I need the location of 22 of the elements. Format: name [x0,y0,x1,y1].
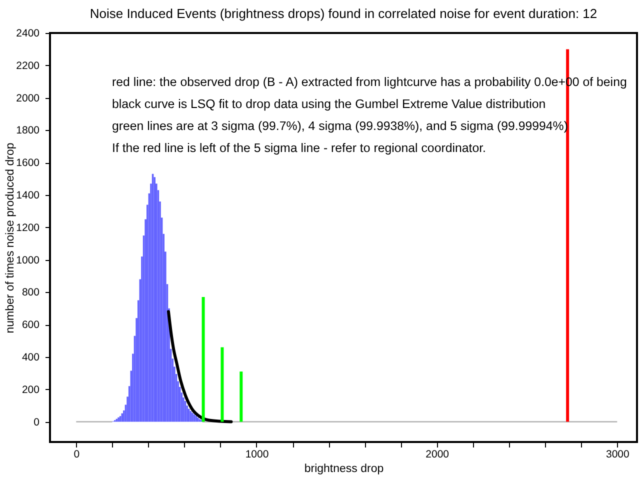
y-tick-label: 0 [34,416,40,428]
chart-title: Noise Induced Events (brightness drops) found in correlated noise for event duration: 12 [90,6,598,21]
y-tick-label: 2400 [16,28,40,40]
y-tick-label: 600 [22,319,40,332]
annotation: black curve is LSQ fit to drop data using the Gumbel Extreme Value distribution [112,97,546,111]
x-tick-label: 3000 [606,448,630,460]
x-tick-label: 1000 [245,448,269,460]
annotation: If the red line is left of the 5 sigma line - refer to regional coordinator. [112,141,486,155]
x-axis-title: brightness drop [304,463,384,475]
y-tick-label: 200 [22,384,40,396]
y-tick-label: 1800 [16,124,40,137]
y-tick-label: 1400 [16,189,40,202]
y-tick-label: 2200 [16,60,40,72]
y-tick-label: 2000 [16,92,40,104]
x-tick-label: 2000 [426,448,450,460]
y-axis-title: number of times noise produced drop [4,142,16,334]
y-tick-label: 400 [22,351,40,364]
x-tick-label: 0 [74,448,80,460]
y-tick-label: 1200 [16,222,40,234]
y-tick-label: 1000 [16,254,40,266]
y-tick-label: 800 [22,286,40,299]
y-tick-label: 1600 [16,157,40,170]
